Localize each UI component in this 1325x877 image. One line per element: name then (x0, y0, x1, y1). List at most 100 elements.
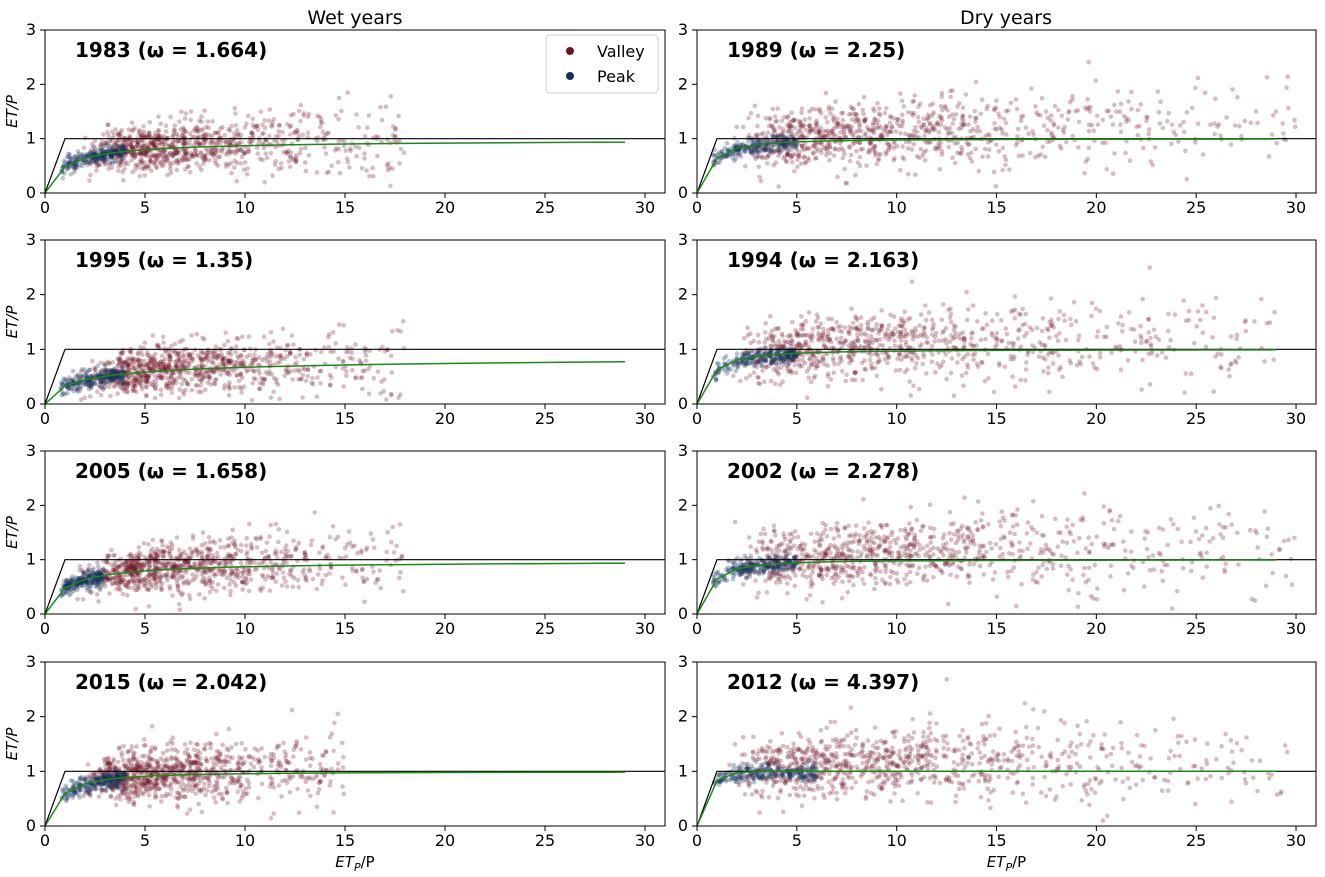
valley-point (223, 164, 229, 169)
valley-point (155, 344, 160, 349)
valley-point (848, 358, 854, 363)
valley-point (782, 114, 787, 120)
peak-point (724, 153, 730, 159)
valley-point (211, 370, 216, 375)
valley-point (775, 132, 781, 138)
peak-point (110, 378, 116, 384)
peak-point (749, 147, 755, 152)
valley-point (1092, 365, 1097, 370)
valley-point (152, 143, 157, 149)
valley-point (366, 391, 372, 397)
valley-point (184, 152, 189, 157)
valley-point (749, 148, 754, 154)
valley-point (228, 352, 233, 358)
peak-point (722, 145, 728, 151)
valley-point (907, 316, 913, 321)
peak-point (759, 132, 764, 137)
peak-point (736, 152, 742, 157)
valley-point (170, 380, 176, 386)
valley-point (967, 155, 973, 161)
valley-point (850, 106, 855, 111)
valley-point (153, 152, 158, 158)
valley-point (799, 134, 805, 139)
peak-point (78, 384, 84, 389)
valley-point (104, 139, 109, 145)
peak-point (120, 376, 126, 381)
valley-point (825, 146, 830, 151)
peak-point (118, 369, 124, 375)
peak-point (780, 358, 786, 363)
valley-point (386, 161, 391, 166)
valley-point (816, 333, 821, 338)
valley-point (891, 314, 897, 319)
valley-point (779, 118, 785, 124)
valley-point (121, 382, 127, 387)
valley-point (143, 151, 148, 157)
valley-point (1124, 138, 1129, 144)
valley-point (950, 336, 956, 341)
valley-point (879, 323, 885, 329)
valley-point (915, 114, 921, 120)
valley-point (257, 355, 262, 360)
valley-point (1166, 110, 1172, 116)
valley-point (186, 382, 191, 388)
peak-point (753, 349, 758, 355)
valley-point (865, 319, 870, 325)
valley-point (909, 110, 914, 116)
valley-point (938, 140, 944, 145)
valley-point (165, 135, 171, 141)
valley-point (825, 363, 830, 368)
valley-point (263, 138, 269, 143)
valley-point (1154, 353, 1160, 358)
valley-point (1168, 337, 1173, 343)
peak-point (102, 370, 108, 376)
valley-point (1112, 151, 1117, 156)
valley-point (344, 156, 350, 161)
valley-point (836, 122, 841, 127)
valley-point (1076, 119, 1082, 125)
valley-point (801, 332, 806, 338)
valley-point (158, 133, 163, 139)
valley-point (226, 147, 232, 152)
valley-point (354, 112, 359, 117)
valley-point (124, 146, 129, 152)
valley-point (883, 125, 888, 131)
valley-point (285, 121, 290, 127)
valley-point (213, 147, 219, 152)
valley-point (882, 331, 888, 337)
valley-point (1086, 59, 1091, 65)
valley-point (181, 130, 186, 136)
valley-point (819, 335, 825, 341)
peak-point (782, 144, 788, 150)
valley-point (885, 360, 890, 366)
valley-point (797, 122, 802, 128)
valley-point (959, 125, 964, 131)
valley-point (297, 369, 302, 374)
valley-point (831, 370, 837, 376)
valley-point (1152, 145, 1158, 150)
valley-point (362, 349, 368, 355)
valley-point (863, 339, 868, 345)
valley-point (167, 377, 172, 383)
valley-point (1058, 365, 1064, 370)
valley-point (281, 559, 287, 565)
valley-point (1027, 325, 1033, 330)
valley-point (1211, 315, 1217, 321)
valley-point (141, 363, 146, 368)
valley-point (225, 350, 231, 356)
valley-point (862, 366, 867, 372)
valley-point (787, 125, 792, 131)
valley-point (788, 152, 793, 158)
valley-point (392, 139, 397, 144)
valley-point (1236, 355, 1241, 360)
valley-point (1284, 85, 1289, 90)
valley-point (935, 361, 940, 367)
valley-point (819, 150, 824, 156)
valley-point (328, 382, 333, 388)
valley-point (1242, 118, 1248, 124)
valley-point (170, 141, 175, 147)
peak-point (78, 385, 83, 391)
valley-point (147, 366, 153, 371)
valley-point (804, 146, 810, 151)
